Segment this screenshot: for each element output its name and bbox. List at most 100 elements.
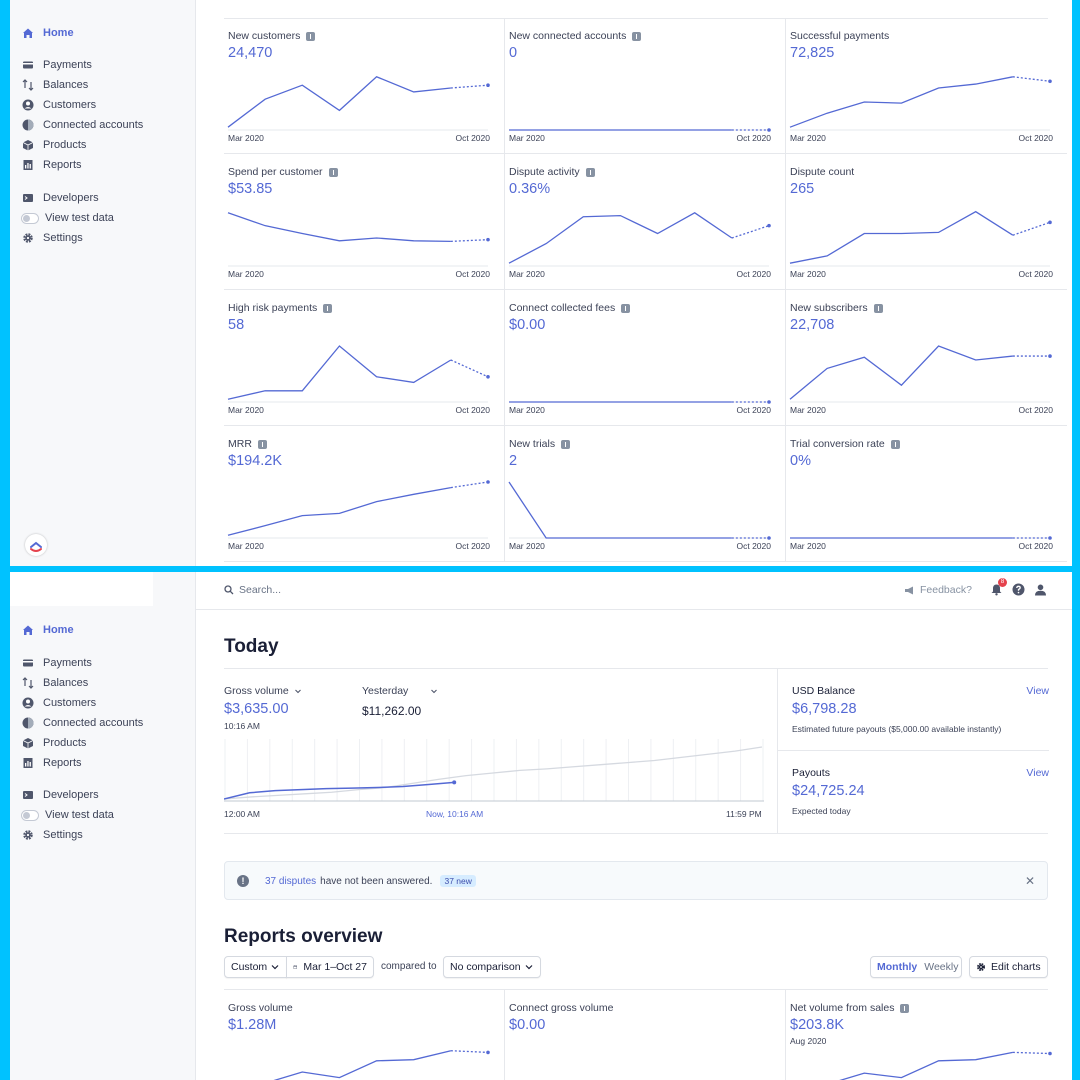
series-line [789, 345, 1013, 400]
search-placeholder: Search... [239, 584, 282, 596]
metric-card[interactable]: Connect gross volume $0.00 [505, 990, 786, 1080]
test-data-toggle[interactable] [21, 809, 39, 821]
info-icon[interactable] [873, 303, 883, 313]
metric-card[interactable]: New customers 24,470 Mar 2020 Oct 2020 [224, 18, 505, 154]
series-endpoint [1048, 354, 1052, 358]
metric-card-value: 0.36% [509, 181, 551, 197]
monthly-option[interactable]: Monthly [877, 961, 918, 973]
metric-card[interactable]: Dispute count 265 Mar 2020 Oct 2020 [786, 154, 1067, 290]
info-icon[interactable] [323, 303, 333, 313]
sidebar-item-developers[interactable]: Developers [22, 190, 99, 206]
info-icon[interactable] [621, 303, 631, 313]
metric-card[interactable]: Trial conversion rate 0% Mar 2020 Oct 2020 [786, 426, 1067, 562]
projected-line [1012, 1051, 1051, 1055]
series-endpoint [486, 480, 490, 484]
app-logo-icon[interactable] [25, 534, 47, 556]
sidebar-item-settings[interactable]: Settings [22, 230, 83, 246]
sidebar-item-developers[interactable]: Developers [22, 787, 99, 803]
edit-charts-button[interactable]: Edit charts [969, 956, 1048, 978]
metric-card[interactable]: High risk payments 58 Mar 2020 Oct 2020 [224, 290, 505, 426]
account-icon[interactable] [1034, 583, 1047, 596]
account-logo-area[interactable] [10, 572, 153, 606]
chevron-down-icon [271, 965, 279, 970]
date-range-button[interactable]: Mar 1–Oct 27 [286, 956, 374, 978]
sidebar-item-reports[interactable]: Reports [22, 755, 82, 771]
info-icon[interactable] [900, 1003, 910, 1013]
sidebar-item-connected-accounts[interactable]: Connected accounts [22, 715, 143, 731]
chart-x-label-start: Mar 2020 [790, 133, 826, 143]
info-icon[interactable] [306, 31, 316, 41]
sidebar-item-customers[interactable]: Customers [22, 695, 96, 711]
sidebar-item-payments[interactable]: Payments [22, 57, 92, 73]
metric-card[interactable]: Gross volume $1.28M [224, 990, 505, 1080]
sidebar-item-connected-accounts[interactable]: Connected accounts [22, 117, 143, 133]
sidebar-item-view-test-data[interactable]: View test data [21, 807, 114, 823]
yesterday-select[interactable]: Yesterday [362, 685, 438, 697]
bell-icon[interactable] [990, 583, 1003, 596]
sidebar-item-balances[interactable]: Balances [22, 77, 88, 93]
metric-card[interactable]: MRR $194.2K Mar 2020 Oct 2020 [224, 426, 505, 562]
comparison-select[interactable]: No comparison [443, 956, 541, 978]
sidebar-item-customers[interactable]: Customers [22, 97, 96, 113]
sidebar-item-settings[interactable]: Settings [22, 827, 83, 843]
sidebar: Home Payments Balances Customers Connect… [10, 0, 196, 566]
sparkline-chart [227, 345, 490, 403]
sidebar-item-products[interactable]: Products [22, 735, 86, 751]
range-select-value: Custom [231, 961, 268, 973]
series-endpoint [767, 128, 771, 132]
series-line [227, 212, 451, 243]
metric-card[interactable]: New subscribers 22,708 Mar 2020 Oct 2020 [786, 290, 1067, 426]
top-bar: Search... Feedback? 8 [196, 572, 1072, 610]
info-icon[interactable] [585, 167, 595, 177]
sidebar-item-home[interactable]: Home [22, 622, 74, 638]
payouts-view-link[interactable]: View [1026, 767, 1049, 779]
today-volume-chart [224, 739, 764, 802]
metric-title-text: New connected accounts [509, 30, 627, 42]
metric-card[interactable]: Net volume from sales $203.8K Aug 2020 [786, 990, 1067, 1080]
metric-card-title: Dispute activity [509, 166, 595, 178]
help-icon[interactable] [1012, 583, 1025, 596]
chart-x-label-start: Mar 2020 [228, 133, 264, 143]
info-icon[interactable] [632, 31, 642, 41]
transfer-arrows-icon [22, 677, 34, 689]
chart-x-label-end: Oct 2020 [1018, 405, 1054, 415]
sidebar-item-label: Home [43, 27, 74, 39]
metric-title-text: Trial conversion rate [790, 438, 885, 450]
sidebar-item-balances[interactable]: Balances [22, 675, 88, 691]
feedback-button[interactable]: Feedback? [904, 584, 972, 596]
close-icon[interactable]: ✕ [1024, 874, 1035, 888]
feedback-label: Feedback? [920, 584, 972, 596]
sidebar-item-products[interactable]: Products [22, 137, 86, 153]
sparkline-chart [227, 76, 490, 131]
metric-card[interactable]: Spend per customer $53.85 Mar 2020 Oct 2020 [224, 154, 505, 290]
gross-volume-select[interactable]: Gross volume [224, 685, 302, 697]
usd-balance-view-link[interactable]: View [1026, 685, 1049, 697]
chart-x-label-end: Oct 2020 [455, 405, 491, 415]
metric-card[interactable]: Successful payments 72,825 Mar 2020 Oct 202… [786, 18, 1067, 154]
range-select[interactable]: Custom [224, 956, 287, 978]
info-icon[interactable] [561, 439, 571, 449]
globe-icon [22, 717, 34, 729]
chart-x-label-end: Oct 2020 [1018, 541, 1054, 551]
info-icon[interactable] [328, 167, 338, 177]
yesterday-value: $11,262.00 [362, 704, 422, 718]
metric-card-hover-date: Aug 2020 [790, 1036, 827, 1046]
info-icon[interactable] [890, 439, 900, 449]
metric-card[interactable]: New connected accounts 0 Mar 2020 Oct 2020 [505, 18, 786, 154]
search-input[interactable]: Search... [224, 584, 281, 596]
chart-x-label-end: Oct 2020 [736, 405, 772, 415]
sidebar-item-home[interactable]: Home [22, 25, 74, 41]
edit-charts-label: Edit charts [991, 961, 1041, 973]
test-data-toggle[interactable] [21, 212, 39, 224]
sidebar: Home Payments Balances Customers Connect… [10, 572, 196, 1080]
sidebar-item-payments[interactable]: Payments [22, 655, 92, 671]
metric-card[interactable]: New trials 2 Mar 2020 Oct 2020 [505, 426, 786, 562]
metric-card[interactable]: Connect collected fees $0.00 Mar 2020 Oct 2… [505, 290, 786, 426]
disputes-link[interactable]: 37 disputes [265, 875, 317, 887]
weekly-option[interactable]: Weekly [924, 961, 959, 973]
info-icon[interactable] [257, 439, 267, 449]
metric-card[interactable]: Dispute activity 0.36% Mar 2020 Oct 2020 [505, 154, 786, 290]
sparkline-chart [789, 210, 1052, 267]
sidebar-item-view-test-data[interactable]: View test data [21, 210, 114, 226]
sidebar-item-reports[interactable]: Reports [22, 157, 82, 173]
